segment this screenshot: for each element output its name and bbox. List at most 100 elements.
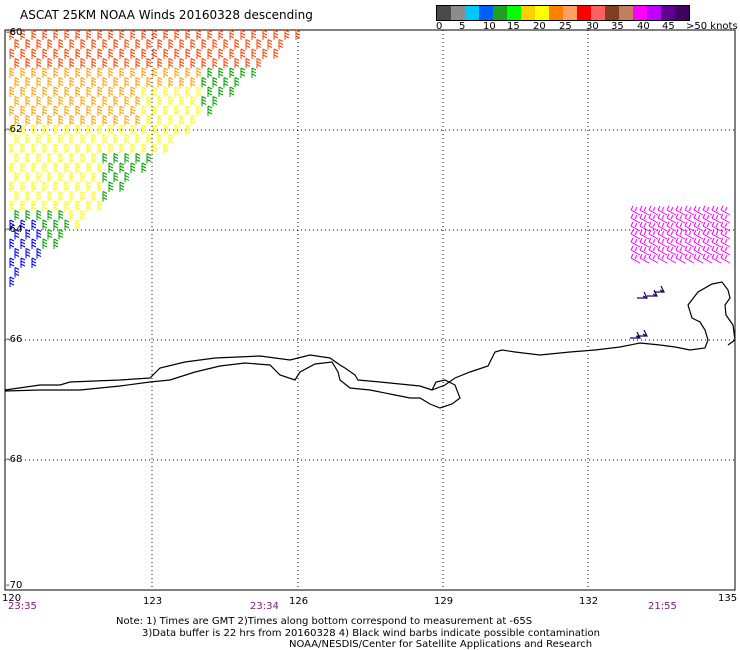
wind-barb	[91, 115, 97, 126]
coastline-east	[431, 281, 736, 391]
wind-barb	[102, 191, 108, 202]
wind-barb	[179, 77, 185, 88]
wind-barb	[75, 219, 81, 230]
wind-barb	[157, 39, 163, 50]
wind-barb	[58, 172, 64, 183]
wind-barb	[234, 77, 240, 88]
wind-barb	[720, 237, 731, 248]
wind-barb	[36, 58, 42, 69]
wind-barb	[119, 48, 125, 59]
wind-barb	[245, 58, 251, 69]
wind-barb	[86, 29, 92, 40]
wind-barb	[234, 58, 240, 69]
wind-barb	[80, 115, 86, 126]
wind-barb	[201, 39, 207, 50]
wind-barb	[113, 153, 119, 164]
wind-barb	[190, 96, 196, 107]
colorbar-label-25: 25	[559, 21, 572, 32]
wind-barb	[229, 67, 235, 78]
wind-barb	[64, 143, 70, 154]
wind-barb	[630, 237, 641, 248]
wind-barb	[86, 48, 92, 59]
wind-barb	[135, 96, 141, 107]
wind-barb	[174, 48, 180, 59]
wind-barb	[693, 229, 704, 240]
wind-barb	[53, 219, 59, 230]
wind-barb	[152, 67, 158, 78]
wind-barb	[25, 77, 31, 88]
wind-barb	[666, 229, 677, 240]
wind-barb	[119, 105, 125, 116]
wind-barb	[80, 39, 86, 50]
wind-barb	[201, 58, 207, 69]
wind-barb	[31, 181, 37, 192]
wind-barb	[9, 238, 15, 249]
wind-barb	[212, 58, 218, 69]
colorbar-label-40: 40	[637, 21, 650, 32]
wind-barb	[130, 143, 136, 154]
wind-barb	[53, 124, 59, 135]
colorbar-label-0: 0	[436, 21, 443, 32]
wind-barb	[218, 86, 224, 97]
lat-label-66: -66	[6, 334, 23, 345]
wind-barb	[124, 172, 130, 183]
wind-barb	[36, 172, 42, 183]
wind-barb	[58, 153, 64, 164]
colorbar-swatch	[661, 6, 675, 20]
colorbar-swatch	[605, 6, 619, 20]
colorbar-swatch	[549, 6, 563, 20]
wind-barb	[702, 205, 713, 216]
wind-barb	[648, 205, 659, 216]
wind-barb	[80, 96, 86, 107]
wind-barb	[91, 58, 97, 69]
wind-barb	[86, 105, 92, 116]
wind-barb	[163, 48, 169, 59]
wind-barb	[31, 124, 37, 135]
wind-barb	[675, 213, 686, 224]
wind-barb	[36, 248, 42, 259]
wind-barb	[185, 67, 191, 78]
wind-barb	[25, 39, 31, 50]
wind-barb	[14, 39, 20, 50]
wind-barb	[53, 162, 59, 173]
wind-barb	[212, 96, 218, 107]
wind-barb	[75, 162, 81, 173]
wind-barb	[102, 96, 108, 107]
time-label-west: 23:35	[8, 601, 37, 612]
wind-barb	[69, 153, 75, 164]
wind-barb	[223, 39, 229, 50]
wind-barb	[639, 253, 650, 264]
wind-barb	[168, 39, 174, 50]
wind-barb	[251, 67, 257, 78]
wind-barb	[185, 124, 191, 135]
wind-barb	[9, 276, 15, 287]
wind-barb	[36, 115, 42, 126]
wind-barb	[124, 77, 130, 88]
wind-barb	[75, 29, 81, 40]
wind-barb	[20, 238, 26, 249]
wind-barb	[113, 39, 119, 50]
wind-barb	[86, 162, 92, 173]
wind-barb	[212, 39, 218, 50]
wind-barb	[666, 213, 677, 224]
wind-barb	[25, 58, 31, 69]
lat-label-60: -60	[6, 27, 23, 38]
colorbar-label-35: 35	[611, 21, 624, 32]
coastal-wind-barbs	[630, 285, 665, 339]
wind-barb	[36, 39, 42, 50]
wind-barb	[146, 115, 152, 126]
colorbar-swatch	[479, 6, 493, 20]
wind-barb	[14, 153, 20, 164]
wind-barb	[69, 96, 75, 107]
wind-barb	[684, 205, 695, 216]
wind-barb	[666, 237, 677, 248]
wind-barb	[141, 67, 147, 78]
wind-barb	[168, 77, 174, 88]
colorbar-label-20: 20	[533, 21, 546, 32]
wind-barb	[58, 39, 64, 50]
wind-barb	[702, 221, 713, 232]
wind-barb	[119, 86, 125, 97]
wind-barb	[657, 213, 668, 224]
wind-barb	[9, 162, 15, 173]
wind-barb	[693, 205, 704, 216]
